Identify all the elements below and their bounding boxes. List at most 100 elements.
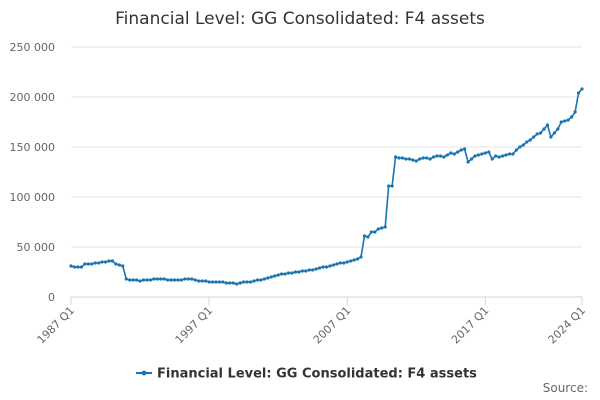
point	[328, 264, 332, 268]
point	[131, 278, 135, 282]
point	[76, 265, 80, 269]
point	[103, 260, 108, 264]
point	[110, 259, 115, 263]
point	[500, 154, 505, 158]
point	[283, 272, 287, 276]
point	[359, 255, 363, 259]
point	[259, 278, 263, 282]
point	[538, 131, 543, 135]
line	[70, 88, 583, 285]
point	[552, 131, 556, 135]
point	[317, 266, 322, 270]
point	[314, 267, 318, 271]
point	[566, 118, 570, 122]
point	[214, 280, 218, 284]
point	[286, 271, 291, 275]
y-tick-label: 100 000	[10, 191, 56, 204]
point	[117, 263, 121, 267]
point	[93, 261, 97, 265]
point	[511, 152, 515, 156]
point	[352, 258, 356, 262]
point	[421, 156, 425, 160]
point	[155, 277, 159, 281]
point	[324, 265, 329, 269]
point	[576, 91, 581, 95]
point	[518, 145, 522, 149]
point	[494, 154, 498, 158]
point	[210, 280, 215, 284]
point	[466, 160, 470, 164]
point	[476, 153, 481, 157]
point	[514, 148, 518, 152]
point	[559, 120, 563, 124]
point	[231, 281, 235, 285]
point	[431, 155, 436, 159]
point	[525, 140, 529, 144]
point	[145, 278, 149, 282]
point	[307, 268, 311, 272]
point	[162, 277, 166, 281]
point	[311, 268, 315, 272]
point	[221, 280, 225, 284]
point	[390, 184, 394, 188]
point	[480, 152, 484, 156]
point	[387, 184, 391, 188]
point	[304, 269, 308, 273]
point	[331, 263, 336, 267]
x-tick-label: 2017 Q1	[449, 304, 492, 347]
point	[355, 257, 360, 261]
point	[183, 277, 187, 281]
y-tick-label: 50 000	[17, 241, 56, 254]
point	[459, 148, 463, 152]
point	[166, 278, 170, 282]
point	[393, 155, 398, 159]
point	[242, 280, 246, 284]
point	[428, 157, 432, 161]
point	[152, 277, 156, 281]
point	[573, 110, 577, 114]
point	[124, 277, 128, 281]
point	[83, 262, 87, 266]
point	[397, 156, 401, 160]
point	[135, 278, 139, 282]
x-tick-label: 1997 Q1	[173, 304, 216, 347]
x-tick-label: 1987 Q1	[35, 304, 78, 347]
x-tick-label: 2024 Q1	[546, 304, 589, 347]
point	[373, 230, 377, 234]
point	[224, 281, 228, 285]
point	[425, 156, 429, 160]
point	[266, 276, 270, 280]
point	[179, 278, 184, 282]
point	[473, 154, 477, 158]
point	[172, 278, 177, 282]
x-tick-label: 2007 Q1	[311, 304, 354, 347]
y-tick-label: 150 000	[10, 141, 56, 154]
point	[349, 259, 353, 263]
legend-label: Financial Level: GG Consolidated: F4 ass…	[157, 367, 477, 382]
point	[252, 279, 256, 283]
point	[79, 265, 83, 269]
point	[248, 280, 253, 284]
point	[490, 157, 494, 161]
point	[414, 159, 418, 163]
point	[438, 154, 443, 158]
point	[362, 234, 367, 238]
point	[114, 262, 118, 266]
point	[276, 273, 280, 277]
point	[504, 153, 508, 157]
point	[580, 87, 584, 91]
point	[542, 127, 546, 131]
point	[404, 157, 408, 161]
point	[366, 235, 370, 239]
point	[235, 282, 239, 286]
point	[528, 138, 532, 142]
y-tick-label: 200 000	[10, 91, 56, 104]
point	[321, 265, 325, 269]
point	[148, 278, 153, 282]
point	[97, 261, 101, 265]
point	[507, 152, 512, 156]
point	[345, 260, 349, 264]
point	[435, 154, 439, 158]
point	[456, 150, 460, 154]
point	[69, 264, 73, 268]
